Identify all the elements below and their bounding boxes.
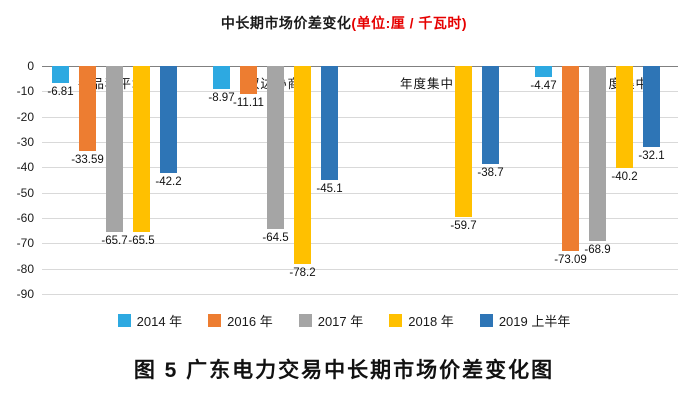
bar-value-label: -64.5 <box>262 232 289 245</box>
y-axis-tick-label: -30 <box>16 135 34 149</box>
gridline <box>42 142 678 143</box>
y-axis-tick-label: -70 <box>16 236 34 251</box>
bar <box>240 66 257 95</box>
bar-value-label: -4.47 <box>530 80 557 93</box>
legend-label: 2018 年 <box>408 314 454 329</box>
legend-swatch <box>117 314 131 327</box>
legend-item: 2014 年 <box>117 311 183 330</box>
bar-value-label: -68.9 <box>584 243 611 256</box>
gridline <box>42 294 678 295</box>
bar-value-label: -11.11 <box>233 97 264 110</box>
x-axis-line <box>42 66 678 67</box>
gridline <box>42 243 678 245</box>
legend-item: 2017 年 <box>298 311 364 330</box>
chart-title-unit: (单位:厘 / 千瓦时) <box>351 15 468 31</box>
bar-value-label: -78.2 <box>289 267 316 280</box>
bar <box>562 66 579 252</box>
legend-label: 2014 年 <box>136 314 183 329</box>
gridline <box>42 268 678 270</box>
y-axis-tick-label: -50 <box>16 185 34 200</box>
legend-swatch <box>208 314 222 327</box>
chart-title: 中长期市场价差变化(单位:厘 / 千瓦时) <box>0 13 688 33</box>
bar-value-label: -42.2 <box>155 175 182 188</box>
bar-value-label: -65.7 <box>101 235 128 248</box>
bar-value-label: -8.97 <box>208 91 235 104</box>
bar-value-label: -32.1 <box>638 150 665 163</box>
bar-value-label: -65.5 <box>128 234 155 247</box>
legend-label: 2019 上半年 <box>498 314 571 329</box>
bar-value-label: -45.1 <box>316 183 343 196</box>
bar <box>79 66 96 152</box>
y-axis-tick-label: -10 <box>16 84 34 99</box>
chart-title-text: 中长期市场价差变化 <box>220 15 352 31</box>
bar <box>133 66 150 232</box>
y-axis-tick-label: -90 <box>16 287 34 301</box>
gridline <box>42 91 678 93</box>
y-axis-tick-label: 0 <box>27 59 34 73</box>
figure-caption: 图 5 广东电力交易中长期市场价差变化图 <box>133 359 555 382</box>
bar-value-label: -6.81 <box>47 86 74 99</box>
legend-swatch <box>298 314 312 327</box>
bar-value-label: -38.7 <box>477 167 504 180</box>
category-label: 年度集中 <box>400 77 455 91</box>
y-axis-tick-label: -40 <box>16 160 34 175</box>
legend-item: 2018 年 <box>389 311 454 330</box>
legend-item: 2019 上半年 <box>479 311 571 330</box>
y-axis-tick-label: -20 <box>16 109 34 124</box>
legend-item: 2016 年 <box>208 311 273 330</box>
legend-swatch <box>389 314 403 327</box>
bar <box>616 66 633 168</box>
gridline <box>42 167 678 169</box>
gridline <box>42 192 678 194</box>
legend-swatch <box>479 314 493 327</box>
legend-label: 2017 年 <box>317 314 364 329</box>
bar-value-label: -73.09 <box>554 254 587 267</box>
bar <box>213 66 230 89</box>
bar <box>482 66 499 165</box>
bar <box>321 66 338 181</box>
y-axis-tick-label: -80 <box>16 261 34 276</box>
bar <box>455 66 472 218</box>
bar-value-label: -33.59 <box>71 154 104 167</box>
bar <box>294 66 311 265</box>
gridline <box>42 218 678 219</box>
bar <box>535 66 552 78</box>
bar-value-label: -40.2 <box>611 170 638 183</box>
y-axis-tick-label: -60 <box>16 211 34 225</box>
bar-value-label: -59.7 <box>450 220 477 233</box>
bar <box>106 66 123 233</box>
bar <box>267 66 284 230</box>
bar <box>52 66 69 84</box>
bar <box>643 66 660 148</box>
bar <box>589 66 606 241</box>
chart-legend: 2014 年 2016 年 2017 年 2018 年 2019 上半年 <box>0 311 688 330</box>
legend-label: 2016 年 <box>227 314 273 329</box>
gridline <box>42 116 678 118</box>
bar <box>160 66 177 173</box>
